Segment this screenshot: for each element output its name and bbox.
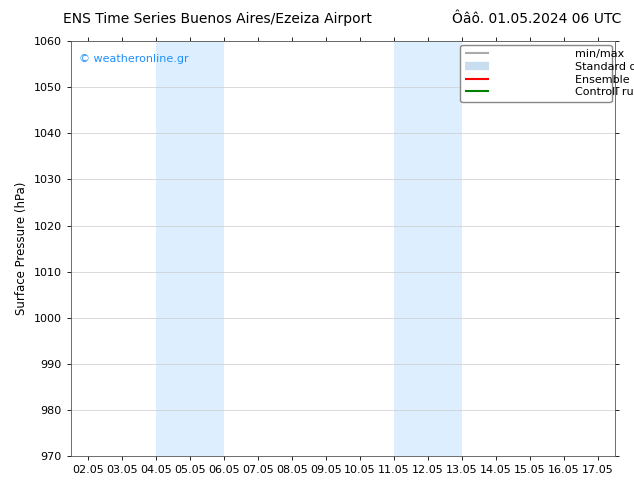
Bar: [156, 41, 224, 456]
Legend: min/max, Standard deviation, Ensemble mean run, Controll run: min/max, Standard deviation, Ensemble me…: [460, 45, 612, 102]
Text: Ôâô. 01.05.2024 06 UTC: Ôâô. 01.05.2024 06 UTC: [452, 12, 621, 26]
Bar: [394, 41, 462, 456]
Y-axis label: Surface Pressure (hPa): Surface Pressure (hPa): [15, 182, 28, 315]
Text: ENS Time Series Buenos Aires/Ezeiza Airport: ENS Time Series Buenos Aires/Ezeiza Airp…: [63, 12, 372, 26]
Text: © weatheronline.gr: © weatheronline.gr: [79, 54, 188, 64]
